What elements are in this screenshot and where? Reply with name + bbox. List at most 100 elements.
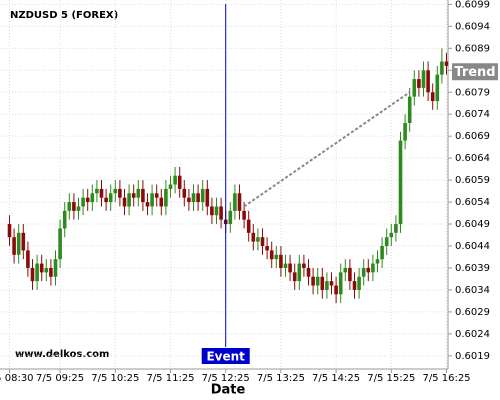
candle-body bbox=[154, 193, 159, 198]
candle-body bbox=[127, 193, 131, 207]
candle-body bbox=[187, 197, 191, 203]
x-tick-label: 7/5 11:25 bbox=[146, 373, 194, 384]
candle-body bbox=[394, 224, 398, 233]
candle-body bbox=[348, 267, 352, 282]
candle-body bbox=[260, 237, 265, 246]
candle-body bbox=[389, 232, 394, 238]
candle-body bbox=[21, 232, 26, 251]
candle-body bbox=[7, 224, 12, 238]
x-tick-label: 7/5 13:25 bbox=[257, 373, 305, 384]
candle-body bbox=[122, 197, 127, 207]
candle-body bbox=[12, 237, 16, 255]
y-tick-label: 0.6079 bbox=[455, 87, 490, 98]
y-tick-label: 0.6034 bbox=[455, 285, 490, 296]
candle-body bbox=[228, 210, 233, 225]
candle-body bbox=[90, 193, 95, 203]
candle-body bbox=[219, 206, 223, 220]
candle-body bbox=[35, 263, 39, 282]
candle-body bbox=[44, 267, 49, 273]
candle-body bbox=[371, 263, 375, 273]
candle-body bbox=[104, 197, 108, 203]
candle-body bbox=[430, 92, 435, 102]
candle-body bbox=[62, 210, 67, 229]
candle-body bbox=[58, 228, 62, 260]
candle-body bbox=[67, 202, 72, 211]
candle-body bbox=[297, 263, 302, 282]
candle-body bbox=[76, 206, 81, 211]
candle-body bbox=[72, 202, 76, 211]
candle-body bbox=[205, 188, 210, 207]
event-label: Event bbox=[206, 350, 245, 364]
candle-body bbox=[214, 206, 219, 216]
y-tick-label: 0.6059 bbox=[455, 175, 490, 186]
candle-body bbox=[191, 193, 196, 203]
candle-body bbox=[380, 246, 384, 260]
x-tick-label: 7/5 08:30 bbox=[0, 373, 34, 384]
candle-body bbox=[16, 232, 21, 255]
candle-body bbox=[343, 267, 348, 273]
candle-body bbox=[403, 123, 407, 141]
candle-body bbox=[141, 188, 145, 203]
event-label-box bbox=[201, 348, 250, 364]
y-tick-label: 0.6064 bbox=[455, 153, 490, 164]
y-tick-label: 0.6044 bbox=[455, 241, 490, 252]
candle-body bbox=[440, 61, 444, 75]
candle-body bbox=[168, 184, 173, 189]
candle-body bbox=[182, 188, 187, 198]
candle-body bbox=[329, 281, 334, 286]
candle-body bbox=[150, 193, 154, 207]
y-tick-label: 0.6019 bbox=[455, 351, 490, 362]
candle-body bbox=[320, 276, 325, 290]
y-tick-label: 0.6049 bbox=[455, 219, 490, 230]
y-tick-label: 0.6039 bbox=[455, 263, 490, 274]
candle-body bbox=[242, 210, 246, 220]
trend-line bbox=[243, 91, 411, 208]
candle-body bbox=[306, 267, 311, 277]
candle-body bbox=[315, 276, 320, 286]
candle-body bbox=[426, 70, 430, 93]
candle-body bbox=[444, 61, 449, 66]
candle-body bbox=[85, 197, 90, 203]
candle-body bbox=[118, 188, 122, 198]
x-tick-label: 7/5 14:25 bbox=[312, 373, 360, 384]
candle-body bbox=[375, 259, 380, 264]
y-tick-label: 0.6094 bbox=[455, 21, 490, 32]
y-tick-label: 0.6054 bbox=[455, 197, 490, 208]
y-tick-label: 0.6024 bbox=[455, 329, 490, 340]
x-tick-label: 7/5 09:25 bbox=[36, 373, 84, 384]
candle-body bbox=[164, 188, 168, 207]
candle-body bbox=[357, 276, 361, 290]
y-tick-label: 0.6029 bbox=[455, 307, 490, 318]
candle-body bbox=[269, 250, 274, 260]
candle-body bbox=[108, 193, 113, 203]
y-tick-label: 0.6099 bbox=[455, 0, 490, 10]
candle-body bbox=[49, 267, 53, 277]
candle-body bbox=[173, 175, 177, 185]
candle-body bbox=[131, 193, 136, 198]
candle-body bbox=[352, 281, 357, 290]
candle-body bbox=[283, 263, 288, 268]
candle-body bbox=[251, 232, 256, 242]
candle-body bbox=[412, 79, 417, 97]
candle-body bbox=[421, 70, 426, 88]
candle-body bbox=[407, 96, 412, 123]
trend-label-box bbox=[452, 63, 498, 81]
candle-body bbox=[233, 193, 237, 211]
candle-body bbox=[246, 219, 251, 233]
candle-body bbox=[99, 188, 104, 198]
candle-body bbox=[274, 254, 279, 260]
candle-body bbox=[384, 237, 389, 246]
candle-body bbox=[145, 202, 150, 207]
candle-body bbox=[210, 206, 214, 216]
candle-body bbox=[288, 263, 292, 273]
candle-body bbox=[177, 175, 182, 189]
candle-body bbox=[237, 193, 242, 211]
candle-body bbox=[311, 276, 315, 286]
candle-body bbox=[279, 254, 283, 268]
candle-body bbox=[398, 140, 403, 225]
candle-body bbox=[81, 197, 85, 207]
x-tick-label: 7/5 12:25 bbox=[202, 373, 250, 384]
candle-body bbox=[292, 272, 297, 282]
